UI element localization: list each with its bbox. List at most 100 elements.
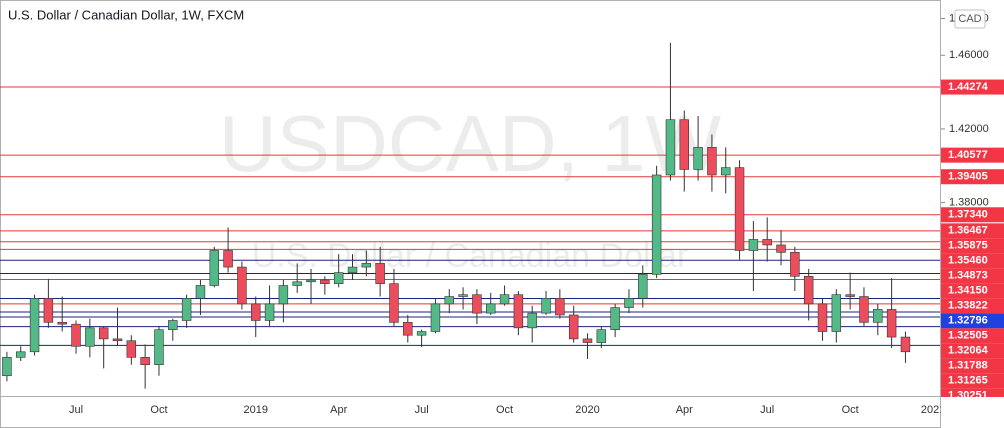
- x-tick-label: Apr: [330, 404, 347, 416]
- candle-body: [2, 357, 12, 377]
- candle-body: [817, 303, 828, 332]
- level-label: 1.44274: [948, 81, 989, 93]
- level-label: 1.31788: [948, 360, 988, 372]
- candle-body: [513, 294, 524, 329]
- level-label: 1.37340: [948, 209, 988, 221]
- candle-body: [168, 320, 178, 330]
- corner: [941, 397, 1004, 428]
- candle-body: [140, 357, 150, 365]
- candle-body: [71, 323, 81, 347]
- candle-body: [278, 285, 289, 305]
- candle-body: [306, 279, 316, 283]
- level-label-box: [941, 147, 1004, 163]
- level-label: 1.32064: [948, 345, 989, 357]
- candle-body: [223, 250, 233, 268]
- level-label-box: [941, 283, 1004, 299]
- chart-title: U.S. Dollar / Canadian Dollar, 1W, FXCM: [8, 7, 244, 22]
- candle-body: [430, 303, 441, 332]
- candle-body: [859, 296, 869, 323]
- candle-body: [375, 263, 385, 284]
- candle-body: [389, 283, 399, 323]
- candle-body: [181, 298, 192, 321]
- candle-body: [596, 329, 607, 343]
- level-label-box: [941, 268, 1004, 284]
- x-tick-label: 2019: [243, 404, 267, 416]
- level-label: 1.36467: [948, 225, 988, 237]
- level-label-box: [941, 253, 1004, 269]
- price-axis: 1.480001.460001.420001.380001.442741.405…: [941, 12, 1004, 404]
- watermark-subtitle: U.S. Dollar / Canadian Dollar: [252, 237, 689, 275]
- level-label-box: [941, 343, 1004, 359]
- candle-body: [900, 336, 911, 353]
- candle-body: [154, 329, 164, 365]
- candle-body: [638, 274, 648, 299]
- level-label: 1.34150: [948, 285, 988, 297]
- candle-body: [57, 322, 67, 325]
- candle-body: [112, 338, 123, 342]
- candle-body: [403, 322, 413, 336]
- level-label-box: [941, 79, 1004, 95]
- x-tick-label: 2020: [575, 404, 599, 416]
- watermark: USDCAD, 1W: [219, 99, 722, 188]
- x-tick-label: Jul: [760, 404, 774, 416]
- candle-body: [347, 266, 358, 273]
- candle-body: [209, 250, 219, 286]
- x-tick-label: Apr: [676, 404, 693, 416]
- x-tick-label: Jul: [415, 404, 429, 416]
- x-tick-label: Oct: [496, 404, 513, 416]
- level-label: 1.34873: [948, 270, 988, 282]
- candle-body: [29, 298, 40, 353]
- candle-body: [873, 309, 883, 323]
- candle-body: [762, 239, 772, 246]
- candle-body: [361, 263, 372, 268]
- currency-label: CAD: [958, 13, 981, 25]
- candle-body: [748, 239, 759, 251]
- level-label: 1.32505: [948, 330, 988, 342]
- candle-body: [568, 314, 579, 340]
- level-label-box: [941, 298, 1004, 314]
- candle-body: [555, 298, 565, 316]
- candle-body: [85, 327, 95, 347]
- x-tick-label: Oct: [150, 404, 167, 416]
- level-label-box: [941, 373, 1004, 389]
- candle-body: [693, 147, 703, 170]
- candle-body: [679, 119, 689, 170]
- candle-body: [499, 294, 510, 305]
- candle-body: [98, 327, 109, 340]
- candle-body: [126, 340, 137, 358]
- candle-body: [790, 252, 800, 277]
- candle-body: [458, 294, 468, 297]
- candle-body: [237, 266, 247, 305]
- level-label: 1.40577: [948, 149, 988, 161]
- candle-body: [486, 303, 496, 314]
- candle-body: [472, 294, 482, 314]
- level-label-box: [941, 223, 1004, 239]
- level-label-box: [941, 358, 1004, 374]
- candle-body: [610, 307, 620, 330]
- x-tick-label: Oct: [842, 404, 859, 416]
- candle-body: [264, 303, 275, 321]
- currency-badge[interactable]: [954, 9, 986, 29]
- x-tick-label: Jul: [69, 404, 83, 416]
- level-label: 1.39405: [948, 171, 988, 183]
- time-axis: Jul Oct 2019 Apr Jul Oct 2020 Apr Jul Oct 2021: [69, 404, 945, 416]
- level-label: 1.35875: [948, 240, 988, 252]
- level-label-box: [941, 238, 1004, 254]
- x-tick-label: 2021: [921, 404, 945, 416]
- level-label: 1.31265: [948, 375, 988, 387]
- candle-body: [43, 298, 54, 323]
- candle-body: [707, 147, 717, 176]
- y-tick-label: 1.46000: [949, 49, 989, 61]
- level-label-box: [941, 313, 1004, 329]
- candle-body: [845, 294, 855, 297]
- candle-body: [292, 281, 302, 286]
- candle-body: [803, 275, 814, 305]
- candle-body: [624, 298, 634, 308]
- candle-body: [416, 331, 427, 336]
- level-label: 1.33822: [948, 300, 988, 312]
- level-label-box: [941, 207, 1004, 223]
- candle-body: [320, 279, 330, 284]
- plot: [0, 42, 940, 389]
